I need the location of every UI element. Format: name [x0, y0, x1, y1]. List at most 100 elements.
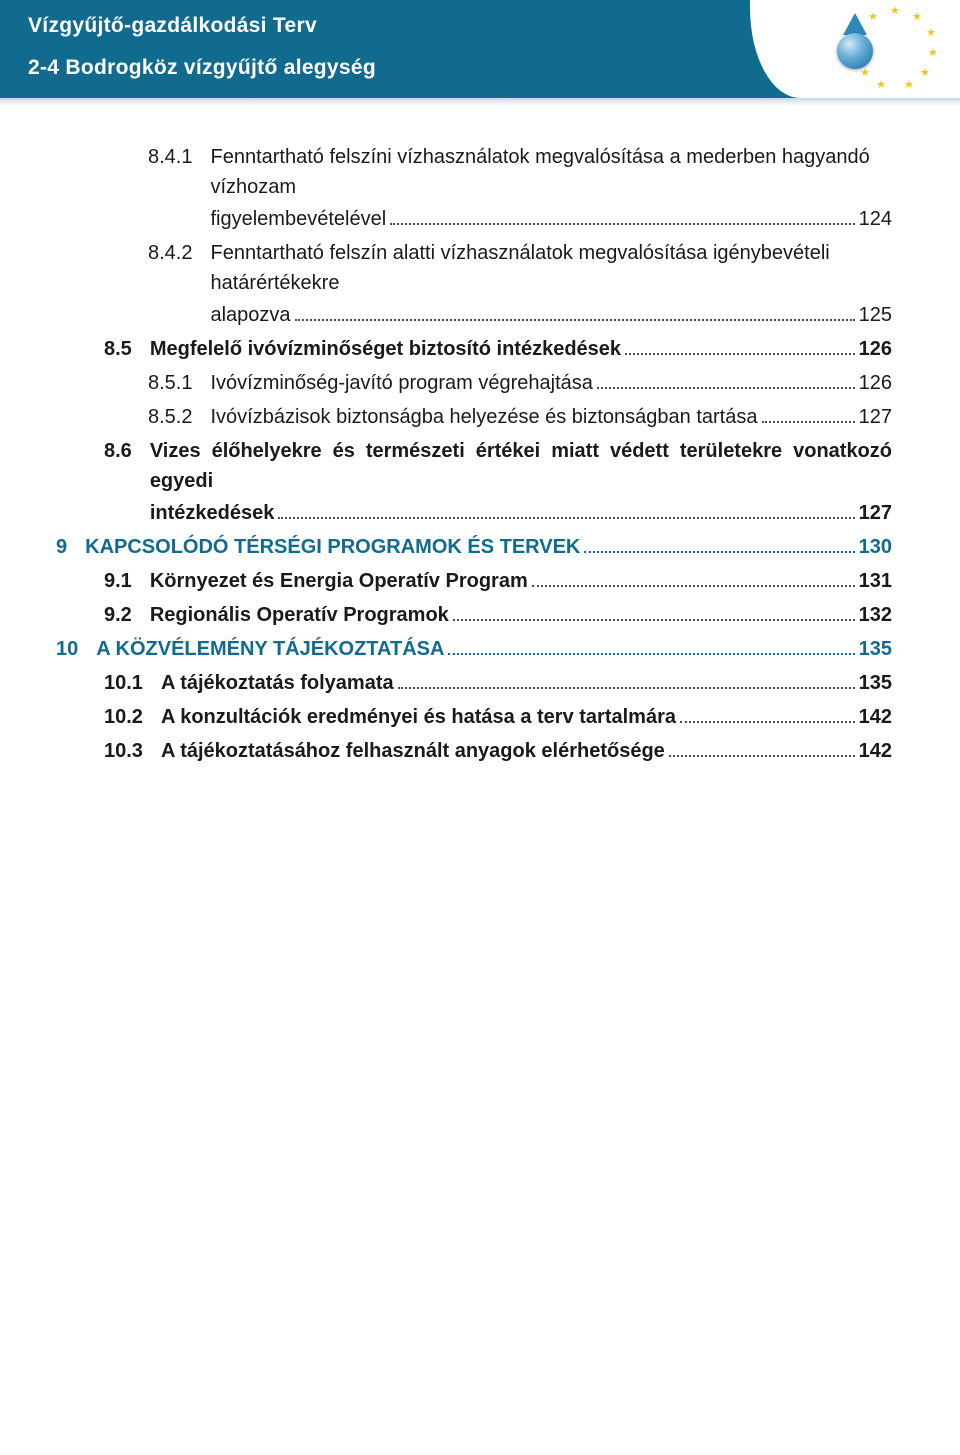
toc-title-last: Ivóvízminőség-javító program végrehajtás…: [210, 368, 592, 398]
leader-dots: [390, 223, 854, 225]
toc-title-last: alapozva: [210, 300, 290, 330]
toc-entry: 9KAPCSOLÓDÓ TÉRSÉGI PROGRAMOK ÉS TERVEK 1…: [56, 532, 892, 562]
toc-leader-row: Ivóvízbázisok biztonságba helyezése és b…: [210, 402, 892, 432]
toc-title-last: A tájékoztatás folyamata: [161, 668, 394, 698]
leader-dots: [584, 551, 854, 553]
toc-number: 9.1: [104, 566, 150, 596]
toc-entry: 8.5Megfelelő ivóvízminőséget biztosító i…: [56, 334, 892, 364]
toc-entry: 10.1A tájékoztatás folyamata 135: [56, 668, 892, 698]
toc-page-number: 126: [859, 334, 892, 364]
toc-text-wrap: A tájékoztatásához felhasznált anyagok e…: [161, 736, 892, 766]
leader-dots: [453, 619, 855, 621]
leader-dots: [680, 721, 855, 723]
toc-text-wrap: Környezet és Energia Operatív Program 131: [150, 566, 892, 596]
toc-page-number: 132: [859, 600, 892, 630]
toc-title-last: A KÖZVÉLEMÉNY TÁJÉKOZTATÁSA: [96, 634, 444, 664]
toc-title-last: intézkedések: [150, 498, 275, 528]
toc-text-wrap: A konzultációk eredményei és hatása a te…: [161, 702, 892, 732]
toc-leader-row: A tájékoztatás folyamata 135: [161, 668, 892, 698]
toc-number: 10.1: [104, 668, 161, 698]
toc-page-number: 131: [859, 566, 892, 596]
toc-entry: 9.1Környezet és Energia Operatív Program…: [56, 566, 892, 596]
water-drop-icon: [837, 19, 873, 69]
toc-leader-row: KAPCSOLÓDÓ TÉRSÉGI PROGRAMOK ÉS TERVEK 13…: [85, 532, 892, 562]
toc-title-line: Fenntartható felszín alatti vízhasználat…: [210, 238, 892, 300]
toc-text-wrap: Regionális Operatív Programok 132: [150, 600, 892, 630]
toc-entry: 10.2A konzultációk eredményei és hatása …: [56, 702, 892, 732]
toc-text-wrap: Megfelelő ivóvízminőséget biztosító inté…: [150, 334, 892, 364]
toc-title-last: KAPCSOLÓDÓ TÉRSÉGI PROGRAMOK ÉS TERVEK: [85, 532, 580, 562]
toc-title-last: Környezet és Energia Operatív Program: [150, 566, 528, 596]
toc-leader-row: Ivóvízminőség-javító program végrehajtás…: [210, 368, 892, 398]
toc-text-wrap: A tájékoztatás folyamata 135: [161, 668, 892, 698]
toc-number: 9.2: [104, 600, 150, 630]
toc-title-last: A konzultációk eredményei és hatása a te…: [161, 702, 676, 732]
toc-entry: 10A KÖZVÉLEMÉNY TÁJÉKOZTATÁSA 135: [56, 634, 892, 664]
toc-leader-row: alapozva 125: [210, 300, 892, 330]
toc-text-wrap: Fenntartható felszíni vízhasználatok meg…: [210, 142, 892, 234]
toc-number: 10: [56, 634, 96, 664]
toc-text-wrap: A KÖZVÉLEMÉNY TÁJÉKOZTATÁSA 135: [96, 634, 892, 664]
toc-page-number: 127: [859, 402, 892, 432]
leader-dots: [398, 687, 855, 689]
leader-dots: [532, 585, 855, 587]
toc-entry: 8.6Vizes élőhelyekre és természeti érték…: [56, 436, 892, 528]
toc-entry: 8.4.2Fenntartható felszín alatti vízhasz…: [56, 238, 892, 330]
toc-leader-row: A tájékoztatásához felhasznált anyagok e…: [161, 736, 892, 766]
document-header: Vízgyűjtő-gazdálkodási Terv 2-4 Bodrogkö…: [0, 0, 960, 98]
toc-leader-row: Regionális Operatív Programok 132: [150, 600, 892, 630]
toc-page-number: 127: [859, 498, 892, 528]
toc-title-last: Regionális Operatív Programok: [150, 600, 449, 630]
toc-number: 9: [56, 532, 85, 562]
toc-title-line: Fenntartható felszíni vízhasználatok meg…: [210, 142, 892, 204]
toc-title-last: Megfelelő ivóvízminőséget biztosító inté…: [150, 334, 621, 364]
toc-entry: 9.2Regionális Operatív Programok 132: [56, 600, 892, 630]
toc-entry: 10.3A tájékoztatásához felhasznált anyag…: [56, 736, 892, 766]
toc-title-last: Ivóvízbázisok biztonságba helyezése és b…: [210, 402, 757, 432]
toc-leader-row: A KÖZVÉLEMÉNY TÁJÉKOZTATÁSA 135: [96, 634, 892, 664]
toc-number: 8.5.1: [148, 368, 210, 398]
leader-dots: [295, 319, 855, 321]
toc-leader-row: figyelembevételével 124: [210, 204, 892, 234]
leader-dots: [669, 755, 855, 757]
toc-number: 8.6: [104, 436, 150, 466]
toc-leader-row: intézkedések 127: [150, 498, 892, 528]
leader-dots: [597, 387, 855, 389]
toc-number: 8.5: [104, 334, 150, 364]
toc-page-number: 142: [859, 702, 892, 732]
toc-text-wrap: KAPCSOLÓDÓ TÉRSÉGI PROGRAMOK ÉS TERVEK 13…: [85, 532, 892, 562]
toc-page-number: 142: [859, 736, 892, 766]
toc-leader-row: Környezet és Energia Operatív Program 131: [150, 566, 892, 596]
toc-text-wrap: Ivóvízminőség-javító program végrehajtás…: [210, 368, 892, 398]
toc-page-number: 135: [859, 634, 892, 664]
toc-page-number: 125: [859, 300, 892, 330]
toc-number: 8.4.2: [148, 238, 210, 268]
leader-dots: [278, 517, 854, 519]
toc-page-number: 124: [859, 204, 892, 234]
toc-text-wrap: Vizes élőhelyekre és természeti értékei …: [150, 436, 892, 528]
leader-dots: [762, 421, 855, 423]
toc-text-wrap: Ivóvízbázisok biztonságba helyezése és b…: [210, 402, 892, 432]
header-title: Vízgyűjtő-gazdálkodási Terv: [28, 14, 317, 38]
toc-leader-row: A konzultációk eredményei és hatása a te…: [161, 702, 892, 732]
toc-page-number: 135: [859, 668, 892, 698]
toc-entry: 8.5.1Ivóvízminőség-javító program végreh…: [56, 368, 892, 398]
toc-number: 8.5.2: [148, 402, 210, 432]
header-subtitle: 2-4 Bodrogköz vízgyűjtő alegység: [28, 56, 376, 80]
toc-entry: 8.5.2Ivóvízbázisok biztonságba helyezése…: [56, 402, 892, 432]
toc-number: 10.3: [104, 736, 161, 766]
toc-number: 10.2: [104, 702, 161, 732]
toc-number: 8.4.1: [148, 142, 210, 172]
leader-dots: [448, 653, 854, 655]
header-logo-badge: ★ ★ ★ ★ ★ ★ ★ ★ ★ ★ ★: [750, 0, 960, 98]
toc-page-number: 126: [859, 368, 892, 398]
toc-leader-row: Megfelelő ivóvízminőséget biztosító inté…: [150, 334, 892, 364]
toc-text-wrap: Fenntartható felszín alatti vízhasználat…: [210, 238, 892, 330]
leader-dots: [625, 353, 855, 355]
toc-title-last: A tájékoztatásához felhasznált anyagok e…: [161, 736, 665, 766]
toc-page-number: 130: [859, 532, 892, 562]
toc-title-line: Vizes élőhelyekre és természeti értékei …: [150, 436, 892, 498]
toc-title-last: figyelembevételével: [210, 204, 386, 234]
toc-entry: 8.4.1Fenntartható felszíni vízhasználato…: [56, 142, 892, 234]
table-of-contents: 8.4.1Fenntartható felszíni vízhasználato…: [0, 98, 960, 766]
